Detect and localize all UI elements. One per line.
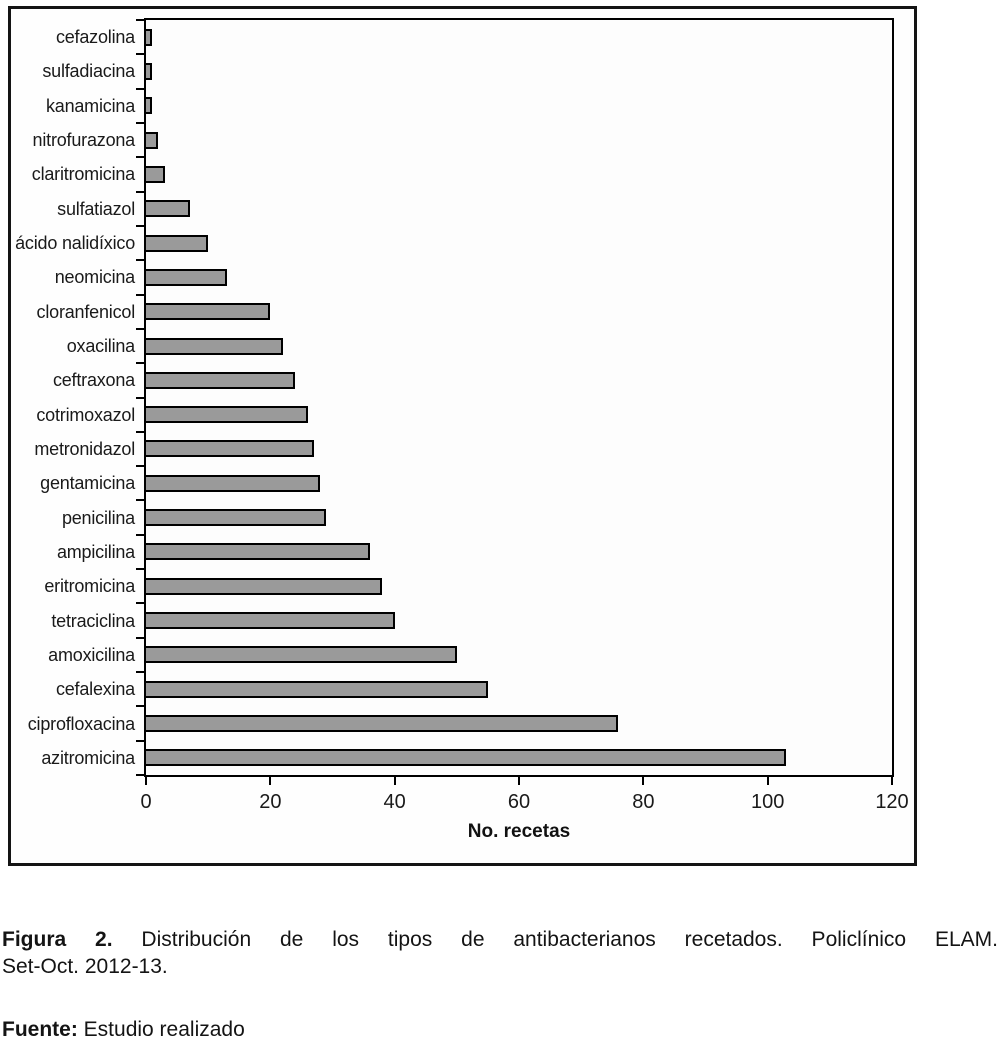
x-axis-tick-80 [642,777,645,785]
source-text: Estudio realizado [83,1018,245,1041]
bar-sulfadiacina [146,62,153,80]
y-axis-tick [136,328,144,330]
y-axis-label-oxacilina: oxacilina [66,336,135,357]
source-label: Fuente: [2,1018,78,1041]
y-axis-label-cefazolina: cefazolina [55,27,135,48]
caption-text: Distribución de los tipos de antibacteri… [141,928,998,951]
y-axis-tick [136,156,144,158]
y-axis-label-cefalexina: cefalexina [55,679,135,700]
bar-amoxicilina [146,646,457,664]
y-axis-label-cloranfenicol: cloranfenicol [36,301,136,322]
y-axis-tick [136,122,144,124]
y-axis-label-kanamicina: kanamicina [45,95,135,116]
bar-tetraciclina [146,612,395,630]
bar-ciprofloxacina [146,715,619,733]
figure-caption: Figura 2. Distribución de los tipos de a… [2,926,998,980]
bar-ácido-nalidíxico [146,234,209,252]
y-axis-label-ampicilina: ampicilina [56,541,135,562]
y-axis-tick [136,259,144,261]
y-axis-label-penicilina: penicilina [61,507,135,528]
figure-box: cefazolina sulfadiacina kanamicina nitrofur… [8,6,917,866]
y-axis-label-claritromicina: claritromicina [31,164,135,185]
x-axis-tick-label-40: 40 [383,791,406,813]
y-axis-label-azitromicina: azitromicina [41,747,135,768]
caption-line-2: Set-Oct. 2012-13. [2,955,168,978]
y-axis-label-metronidazol: metronidazol [34,438,135,459]
bar-nitrofurazona [146,131,159,149]
bar-ampicilina [146,543,370,561]
bar-cefazolina [146,28,153,46]
y-axis-tick [136,225,144,227]
x-axis-tick-40 [393,777,396,785]
y-axis-tick [136,568,144,570]
y-axis-label-ceftraxona: ceftraxona [52,370,135,391]
y-axis-label-sulfatiazol: sulfatiazol [57,198,135,219]
y-axis-tick [136,534,144,536]
x-axis-tick-120 [891,777,893,785]
bar-cefalexina [146,680,488,698]
bar-eritromicina [146,577,383,595]
y-axis-label-nitrofurazona: nitrofurazona [32,130,136,151]
bar-sulfatiazol [146,200,190,218]
y-axis-tick [136,88,144,90]
bar-metronidazol [146,440,314,458]
x-axis-tick-label-120: 120 [875,791,909,813]
y-axis-tick [136,705,144,707]
y-axis-tick [136,465,144,467]
y-axis-label-amoxicilina: amoxicilina [48,644,135,665]
y-axis-tick [136,602,144,604]
y-axis-label-ciprofloxacina: ciprofloxacina [27,713,135,734]
source-line: Fuente: Estudio realizado [2,1016,998,1043]
y-axis-tick [136,499,144,501]
bar-claritromicina [146,165,165,183]
x-axis-title: No. recetas [467,821,571,842]
y-axis-tick [136,53,144,55]
x-axis-tick-label-100: 100 [750,791,785,813]
x-axis-tick-label-80: 80 [632,791,655,813]
y-axis-label-eritromicina: eritromicina [44,576,135,597]
bar-penicilina [146,509,327,527]
x-axis-tick-100 [766,777,769,785]
y-axis-tick [136,637,144,639]
y-axis-label-gentamicina: gentamicina [40,473,135,494]
caption-line-1: Figura 2. Distribución de los tipos de a… [2,926,998,953]
y-axis-tick [136,671,144,673]
x-axis-tick-60 [518,777,520,785]
y-axis-tick [136,362,144,364]
y-axis-label-tetraciclina: tetraciclina [51,610,135,631]
caption-figure-number: Figura 2. [2,928,113,951]
bar-kanamicina [146,97,153,115]
y-axis-tick [136,397,144,399]
y-axis-tick [136,191,144,193]
bar-cloranfenicol [146,303,271,321]
y-axis-tick [136,740,144,742]
x-axis-tick-0 [145,777,147,785]
y-axis-label-sulfadiacina: sulfadiacina [42,61,135,82]
y-axis-tick [136,294,144,296]
bar-oxacilina [146,337,283,355]
bar-gentamicina [146,474,321,492]
x-axis-tick-20 [269,777,272,785]
y-axis-tick [136,19,144,21]
y-axis-tick [136,431,144,433]
y-axis-label-ácido-nalidíxico: ácido nalidíxico [15,233,135,254]
bar-neomicina [146,268,227,286]
bar-cotrimoxazol [146,406,308,424]
x-axis-tick-label-0: 0 [140,791,152,813]
y-axis-label-cotrimoxazol: cotrimoxazol [36,404,135,425]
y-axis-tick [136,774,144,776]
bar-ceftraxona [146,371,296,389]
bar-azitromicina [146,749,787,767]
x-axis-tick-label-20: 20 [259,791,282,813]
y-axis-label-neomicina: neomicina [54,267,135,288]
plot-area [144,18,894,777]
y-axis-labels: cefazolina sulfadiacina kanamicina nitrofur… [13,20,135,775]
x-axis-tick-label-60: 60 [507,791,531,813]
